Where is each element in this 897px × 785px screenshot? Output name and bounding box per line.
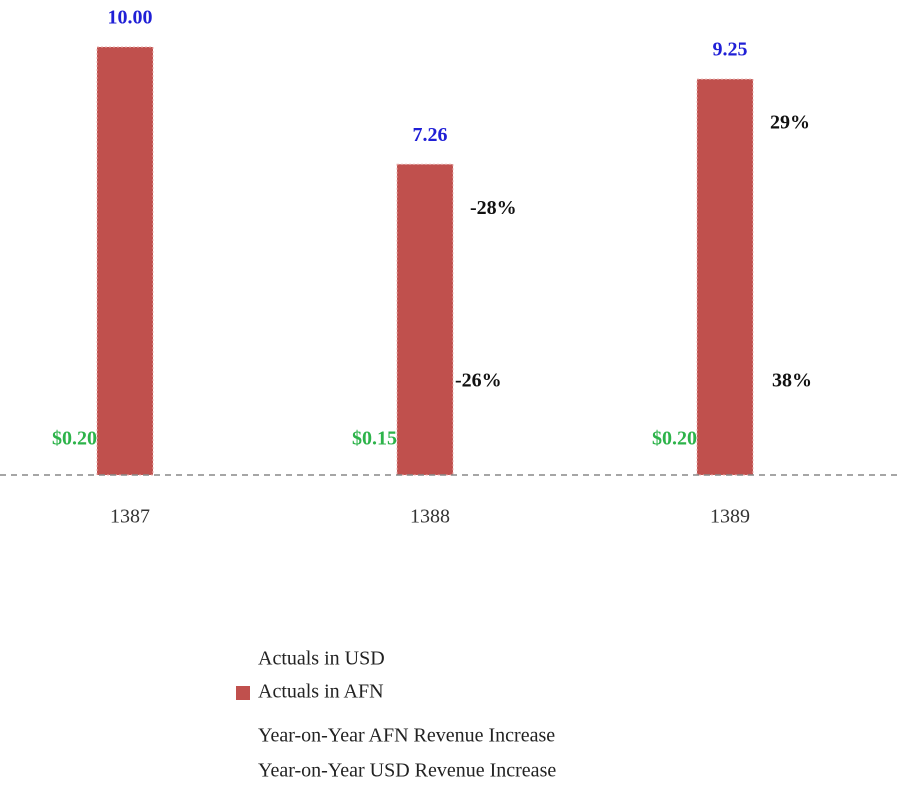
legend-label: Year-on-Year AFN Revenue Increase: [258, 725, 555, 747]
x-tick-label: 1388: [410, 506, 450, 528]
usd-label: $0.20: [52, 428, 97, 450]
usd-label: $0.15: [352, 428, 397, 450]
legend-label: Actuals in AFN: [258, 681, 384, 703]
bar: [96, 46, 154, 476]
legend-label: Year-on-Year USD Revenue Increase: [258, 760, 556, 782]
x-tick-label: 1387: [110, 506, 150, 528]
legend-marker: [236, 653, 250, 667]
afn-growth-label: 29%: [770, 112, 810, 134]
value-label: 10.00: [108, 7, 153, 29]
legend-marker: [236, 686, 250, 700]
usd-growth-label: 38%: [772, 370, 812, 392]
usd-label: $0.20: [652, 428, 697, 450]
x-tick-label: 1389: [710, 506, 750, 528]
value-label: 9.25: [713, 39, 748, 61]
bar: [396, 163, 454, 476]
bar: [696, 78, 754, 476]
afn-growth-label: -28%: [470, 197, 517, 219]
value-label: 7.26: [413, 124, 448, 146]
legend-label: Actuals in USD: [258, 648, 385, 670]
usd-growth-label: -26%: [455, 370, 502, 392]
